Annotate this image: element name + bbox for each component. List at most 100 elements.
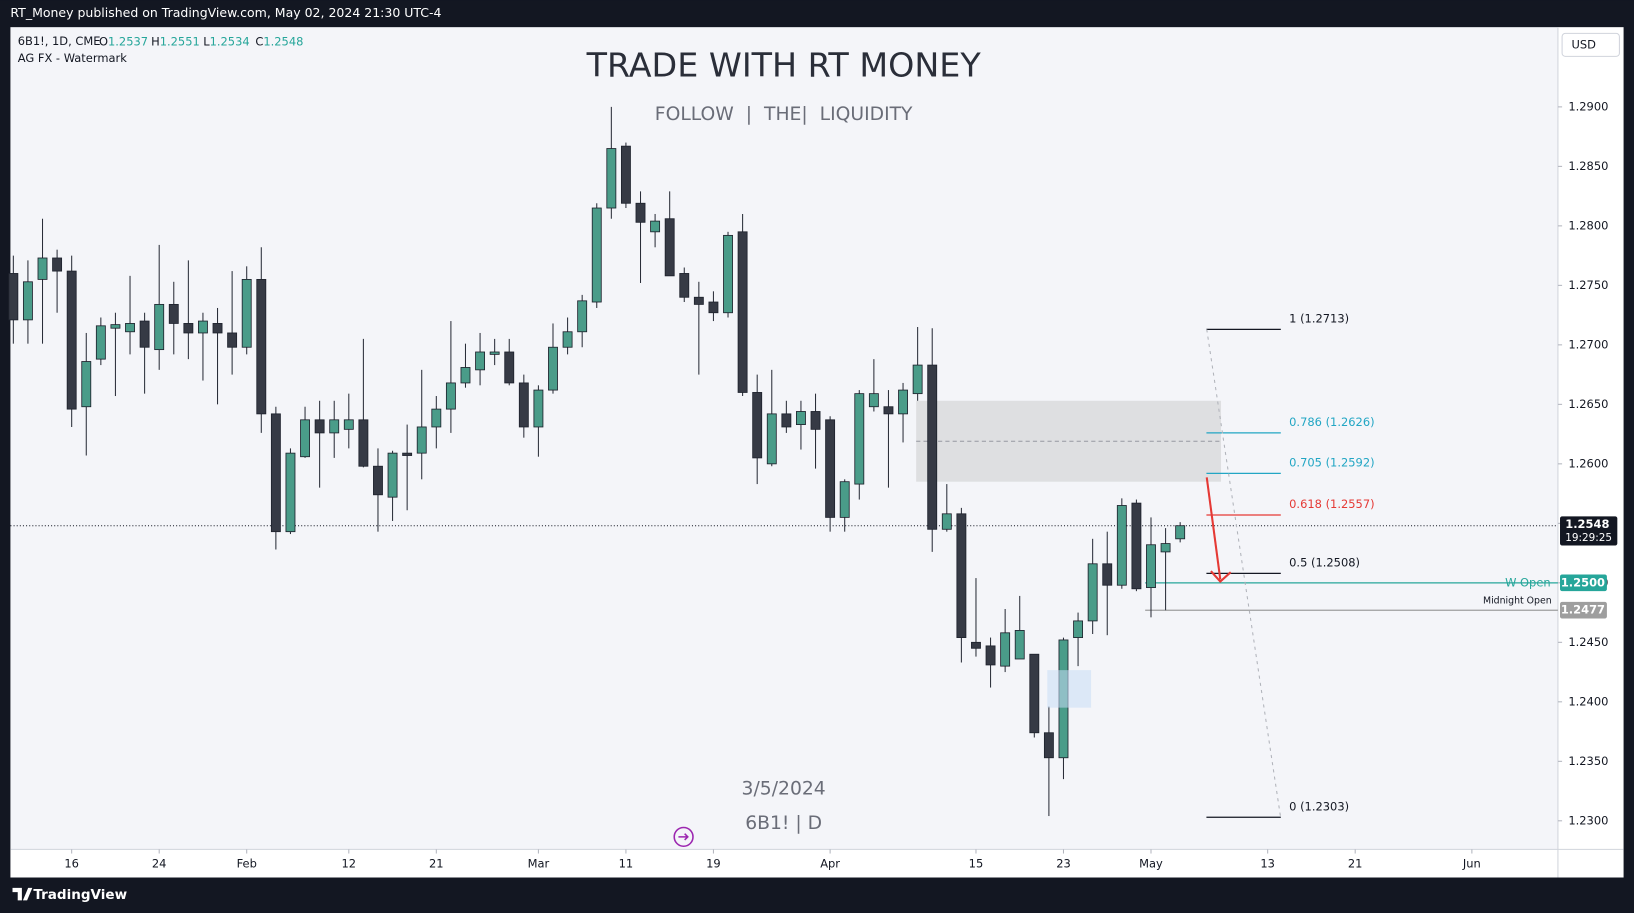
x-tick-label: May: [1139, 856, 1163, 870]
symbol: 6B1!, 1D, CME: [18, 34, 101, 48]
x-tick-label: 15: [969, 856, 984, 870]
x-tick-label: Jun: [1462, 856, 1481, 870]
candle-body: [256, 278, 267, 415]
candle-body: [941, 513, 952, 530]
candle-body: [81, 361, 92, 408]
candle-body: [475, 351, 486, 371]
current-price-label: 1.2548: [1565, 517, 1609, 531]
candle-body: [285, 452, 296, 533]
candle-body: [693, 296, 704, 305]
candle-body: [431, 408, 442, 428]
x-tick-label: 24: [152, 856, 167, 870]
candle-body: [139, 320, 150, 348]
y-tick-label: 1.2450: [1568, 635, 1608, 649]
legend-key: L: [203, 34, 210, 48]
y-tick-label: 1.2650: [1568, 397, 1608, 411]
candle-body: [839, 481, 850, 518]
candle-body: [110, 324, 121, 329]
candle-body: [927, 364, 938, 530]
candle-body: [416, 426, 427, 454]
x-tick-label: Mar: [528, 856, 550, 870]
candle-body: [1175, 525, 1186, 540]
x-tick-label: 16: [64, 856, 79, 870]
candle-body: [985, 645, 996, 666]
legend-number: 1.2548: [263, 34, 303, 48]
level-label-box: [1560, 601, 1607, 619]
legend-value: O1.2537: [99, 34, 148, 48]
candle-body: [8, 273, 19, 321]
tv-logo: [12, 887, 33, 901]
x-tick-label: 21: [1348, 856, 1363, 870]
supply-zone: [916, 400, 1222, 482]
x-tick-label: 12: [342, 856, 357, 870]
candle-body: [66, 270, 77, 410]
legend-number: 1.2534: [210, 34, 250, 48]
x-tick-label: 23: [1056, 856, 1071, 870]
watermark-date: 3/5/2024: [742, 778, 826, 799]
y-tick-label: 1.2400: [1568, 694, 1608, 708]
candle-body: [737, 231, 748, 393]
candle-body: [781, 413, 792, 428]
footer-brand: TradingView: [33, 887, 127, 903]
candle-body: [679, 273, 690, 298]
y-tick-label: 1.2350: [1568, 754, 1608, 768]
x-tick-label: 13: [1260, 856, 1275, 870]
candle-body: [154, 303, 165, 351]
candle-body: [1029, 653, 1040, 734]
time-axis: [10, 849, 1558, 878]
y-tick-label: 1.2800: [1568, 218, 1608, 232]
currency-box: [1561, 32, 1620, 57]
level-label: 1.2477: [1561, 603, 1605, 617]
currency: USD: [1571, 37, 1596, 51]
candle-body: [518, 382, 529, 428]
indicator: AG FX - Watermark: [18, 51, 128, 65]
candle-body: [1087, 563, 1098, 622]
candle-body: [591, 207, 602, 303]
legend-value: L1.2534: [203, 34, 249, 48]
candle-body: [708, 301, 719, 314]
candle-body: [125, 323, 135, 333]
candle-body: [314, 419, 325, 434]
candle-body: [1073, 620, 1084, 638]
legend-key: O: [99, 34, 108, 48]
candle-body: [373, 465, 383, 496]
candle-body: [445, 382, 456, 410]
level-name: W Open: [1505, 575, 1551, 589]
candle-body: [270, 413, 281, 533]
candle-body: [912, 364, 923, 395]
fib-trend: [1206, 329, 1282, 819]
candle-body: [1000, 632, 1011, 667]
x-tick-label: 11: [619, 856, 634, 870]
candle-body: [212, 323, 223, 334]
legend-key: H: [151, 34, 160, 48]
y-tick-label: 1.2700: [1568, 337, 1608, 351]
candle-body: [95, 325, 106, 360]
candle-body: [460, 367, 471, 384]
plot-area: [10, 27, 1558, 850]
highlight-box: [1047, 670, 1092, 708]
event-icon[interactable]: [673, 826, 694, 848]
candle-body: [664, 218, 675, 277]
level-label: 1.2500: [1561, 575, 1605, 589]
price-axis: [1557, 27, 1624, 878]
candle-body: [329, 419, 340, 434]
candle-body: [168, 303, 179, 324]
fib-label: 0.618 (1.2557): [1289, 497, 1374, 511]
watermark-ticker: 6B1! | D: [745, 813, 822, 834]
fib-label: 0.786 (1.2626): [1289, 415, 1374, 429]
x-tick-label: 21: [429, 856, 444, 870]
candle-body: [533, 389, 544, 428]
y-tick-label: 1.2750: [1568, 278, 1608, 292]
event-icon-arrow: [678, 833, 689, 841]
candle-body: [358, 419, 369, 467]
candle-body: [752, 392, 763, 459]
candle-body: [562, 331, 573, 348]
candle-body: [343, 419, 354, 430]
candle-body: [387, 452, 398, 498]
candle-body: [402, 452, 413, 456]
arrow-head: [1210, 570, 1232, 584]
candle-body: [971, 641, 981, 649]
legend-number: 1.2551: [160, 34, 200, 48]
candle-body: [1146, 544, 1156, 589]
